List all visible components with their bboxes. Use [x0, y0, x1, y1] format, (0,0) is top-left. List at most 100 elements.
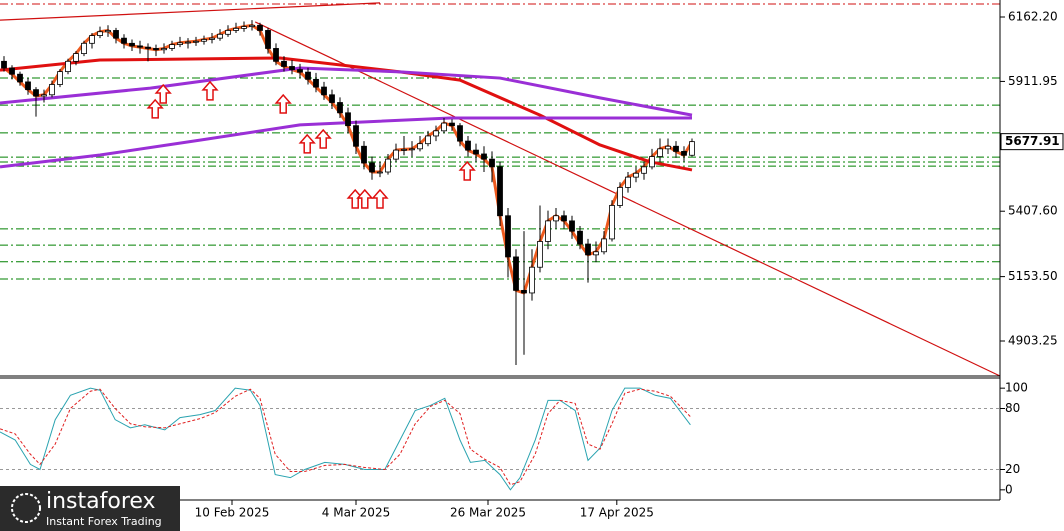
- x-tick-label: 4 Mar 2025: [322, 506, 390, 520]
- candle-body: [249, 24, 255, 27]
- logo-box: [0, 486, 180, 531]
- oscillator-tick-label: 20: [1005, 462, 1020, 476]
- candle-body: [9, 67, 15, 75]
- candle-body: [377, 171, 383, 174]
- candle-body: [657, 148, 663, 157]
- candle-body: [89, 35, 95, 44]
- candle-body: [305, 71, 311, 80]
- candle-body: [425, 135, 431, 145]
- candle-body: [489, 158, 495, 168]
- candle-body: [233, 27, 239, 31]
- candle-body: [81, 42, 87, 55]
- candle-body: [153, 48, 159, 51]
- candle-body: [497, 166, 503, 217]
- candle-body: [625, 176, 631, 188]
- candle-body: [1, 60, 7, 69]
- x-tick-label: 10 Feb 2025: [195, 506, 270, 520]
- x-tick-label: 26 Mar 2025: [450, 506, 526, 520]
- moving-average: [0, 66, 693, 117]
- price-label: 5677.91: [1005, 134, 1060, 148]
- signal-arrow: [146, 98, 164, 119]
- candle-body: [353, 125, 359, 147]
- candle-body: [409, 148, 415, 151]
- candle-body: [513, 256, 519, 291]
- candle-body: [313, 78, 319, 88]
- candle-body: [241, 26, 247, 29]
- moving-average: [0, 116, 692, 169]
- candle-body: [433, 130, 439, 137]
- candle-body: [673, 145, 679, 152]
- candle-body: [273, 48, 279, 62]
- candle-body: [281, 60, 287, 67]
- candle-body: [561, 215, 567, 222]
- oscillator-line: [0, 387, 691, 491]
- candle-body: [185, 41, 191, 44]
- trend-line: [254, 21, 1001, 377]
- candle-body: [265, 30, 271, 49]
- candle-body: [601, 238, 607, 253]
- candle-body: [33, 89, 39, 97]
- candle-body: [649, 156, 655, 168]
- logo: instaforex Instant Forex Trading: [0, 486, 180, 531]
- candle-body: [393, 149, 399, 160]
- candle-body: [473, 149, 479, 155]
- candle-body: [505, 215, 511, 258]
- candle-body: [257, 24, 263, 31]
- candle-body: [641, 166, 647, 174]
- candle-body: [65, 60, 71, 73]
- candle-body: [25, 81, 31, 91]
- candle-body: [585, 243, 591, 256]
- logo-tagline: Instant Forex Trading: [46, 515, 162, 528]
- candle-body: [209, 37, 215, 40]
- moving-average: [0, 56, 693, 172]
- y-tick-label: 5407.60: [1008, 204, 1058, 218]
- candle-body: [385, 158, 391, 173]
- y-tick-label: 5153.50: [1008, 269, 1058, 283]
- x-tick-label: 17 Apr 2025: [580, 506, 654, 520]
- candle-body: [137, 45, 143, 48]
- candle-body: [121, 37, 127, 44]
- candle-body: [633, 172, 639, 178]
- candle-body: [297, 69, 303, 73]
- candle-body: [369, 162, 375, 173]
- candle-body: [529, 266, 535, 294]
- candle-body: [329, 94, 335, 103]
- price-label-box: [1000, 133, 1064, 151]
- candle-body: [49, 84, 55, 96]
- candle-body: [417, 143, 423, 150]
- candle-body: [169, 44, 175, 49]
- candle-body: [569, 220, 575, 232]
- candle-body: [617, 187, 623, 206]
- candle-body: [481, 153, 487, 160]
- candle-body: [105, 30, 111, 33]
- signal-arrow: [314, 128, 332, 149]
- candle-body: [689, 141, 695, 156]
- candle-body: [73, 53, 79, 62]
- candle-body: [361, 145, 367, 164]
- candle-body: [545, 220, 551, 242]
- candle-body: [225, 30, 231, 35]
- candle-body: [345, 112, 351, 127]
- price-panel: [0, 2, 1001, 377]
- candle-body: [521, 289, 527, 294]
- candle-body: [665, 145, 671, 150]
- candle-body: [465, 140, 471, 151]
- signal-arrow: [274, 93, 292, 114]
- candle-body: [553, 215, 559, 222]
- candle-body: [177, 42, 183, 46]
- y-tick-label: 4903.25: [1008, 334, 1058, 348]
- candle-body: [537, 241, 543, 268]
- candle-body: [41, 94, 47, 97]
- candle-body: [593, 251, 599, 256]
- signal-arrow: [371, 188, 389, 209]
- candle-body: [145, 46, 151, 49]
- signal-arrow: [154, 83, 172, 104]
- candle-body: [17, 73, 23, 83]
- trend-line: [0, 2, 381, 21]
- candle-body: [193, 40, 199, 43]
- candle-body: [201, 39, 207, 42]
- candle-body: [449, 122, 455, 127]
- y-tick-label: 5911.95: [1008, 74, 1058, 88]
- candle-body: [289, 66, 295, 70]
